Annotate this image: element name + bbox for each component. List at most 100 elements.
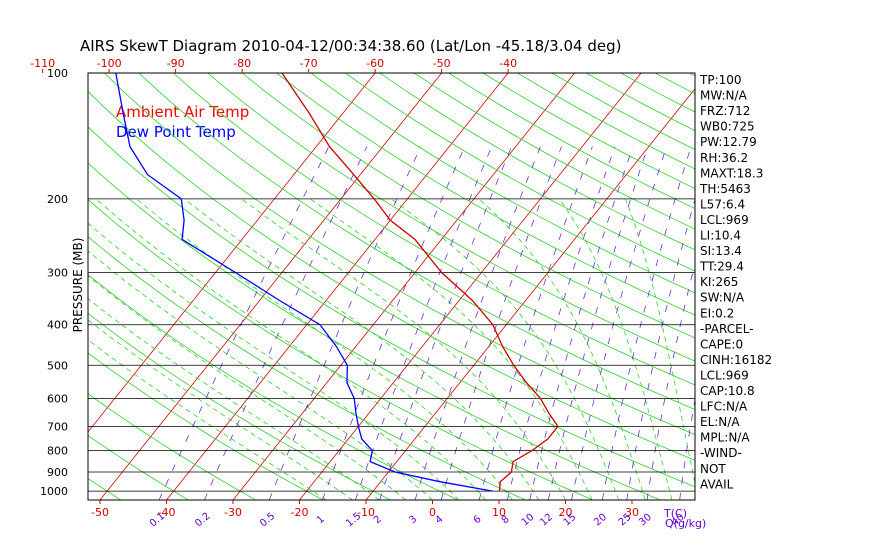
index-label: TP:100 bbox=[699, 73, 742, 87]
isotherm-line bbox=[166, 73, 509, 500]
dry-adiabat-line bbox=[88, 90, 695, 461]
moist-adiabat-line bbox=[95, 198, 486, 500]
mixing-ratio-tick-label: 30 bbox=[637, 512, 654, 529]
dry-adiabat-line bbox=[345, 73, 695, 272]
dry-adiabat-line bbox=[310, 73, 695, 294]
mixing-ratio-tick-label: 1 bbox=[315, 514, 327, 527]
mixing-ratio-tick-label: 8 bbox=[500, 514, 512, 527]
index-label: -WIND- bbox=[700, 446, 742, 460]
moist-adiabat-line bbox=[390, 198, 620, 500]
pressure-tick-label: 300 bbox=[47, 267, 68, 280]
dry-adiabat-line bbox=[88, 126, 695, 488]
dry-adiabat-line bbox=[654, 73, 695, 95]
bottom-temp-tick-label: -20 bbox=[291, 506, 309, 519]
dry-adiabat-line bbox=[88, 274, 459, 500]
index-label: CAPE:0 bbox=[700, 337, 743, 351]
moist-adiabat-line bbox=[88, 298, 380, 500]
dry-adiabat-line bbox=[207, 73, 695, 362]
top-temp-tick-label: -100 bbox=[97, 57, 122, 70]
index-label: L57:6.4 bbox=[700, 197, 745, 211]
dry-adiabat-line bbox=[138, 73, 695, 410]
moist-adiabat-line bbox=[478, 198, 646, 500]
index-label: TT:29.4 bbox=[699, 260, 744, 274]
dry-adiabat-line bbox=[88, 312, 391, 500]
bottom-temp-tick-label: -50 bbox=[91, 506, 109, 519]
mixing-ratio-line bbox=[158, 146, 330, 500]
index-label: KI:265 bbox=[700, 275, 738, 289]
index-label: RH:36.2 bbox=[700, 151, 748, 165]
mixing-ratio-line bbox=[322, 146, 466, 500]
pressure-tick-label: 600 bbox=[47, 392, 68, 405]
index-label: -PARCEL- bbox=[700, 322, 754, 336]
mixing-ratio-unit-label: Q(g/kg) bbox=[665, 517, 706, 530]
index-label: MW:N/A bbox=[700, 89, 748, 103]
isotherm-line bbox=[99, 73, 442, 500]
dry-adiabat-line bbox=[88, 162, 661, 500]
mixing-ratio-line bbox=[529, 146, 634, 500]
index-label: LCL:969 bbox=[700, 213, 749, 227]
dry-adiabat-line bbox=[88, 236, 526, 500]
top-temp-tick-label: -40 bbox=[499, 57, 517, 70]
index-label: SI:13.4 bbox=[700, 244, 742, 258]
isotherm-line bbox=[299, 73, 642, 500]
moist-adiabat-line bbox=[88, 275, 407, 500]
dry-adiabat-line bbox=[104, 73, 695, 436]
pressure-tick-label: 1000 bbox=[40, 485, 68, 498]
top-temp-tick-label: -110 bbox=[30, 57, 55, 70]
dry-adiabat-line bbox=[88, 352, 324, 500]
index-label: EL:N/A bbox=[700, 415, 740, 429]
bottom-temp-tick-label: 0 bbox=[429, 506, 436, 519]
moist-adiabat-line bbox=[241, 198, 566, 500]
dry-adiabat-line bbox=[827, 73, 870, 500]
index-label: LFC:N/A bbox=[700, 400, 748, 414]
index-label: TH:5463 bbox=[699, 182, 751, 196]
plot-frame bbox=[87, 72, 696, 501]
top-temp-tick-label: -70 bbox=[300, 57, 318, 70]
dry-adiabat-line bbox=[241, 73, 695, 339]
dry-adiabat-line bbox=[758, 73, 870, 500]
dry-adiabat-line bbox=[0, 73, 53, 500]
mixing-ratio-line bbox=[268, 146, 422, 500]
pressure-tick-label: 400 bbox=[47, 319, 68, 332]
top-temp-tick-label: -90 bbox=[167, 57, 185, 70]
index-label: LCL:969 bbox=[700, 368, 749, 382]
y-axis-label: PRESSURE (MB) bbox=[71, 238, 85, 333]
moist-adiabat-line bbox=[559, 198, 673, 500]
pressure-tick-label: 900 bbox=[47, 466, 68, 479]
dew-point-temp-line bbox=[115, 73, 493, 492]
mixing-ratio-tick-label: 4 bbox=[434, 514, 446, 527]
dry-adiabat-line bbox=[276, 73, 695, 316]
dry-adiabat-line bbox=[88, 393, 256, 500]
index-label: CAP:10.8 bbox=[700, 384, 755, 398]
ambient-air-temp-line bbox=[281, 73, 559, 492]
legend-dew-point-temp: Dew Point Temp bbox=[116, 123, 236, 141]
pressure-tick-label: 700 bbox=[47, 420, 68, 433]
top-temp-tick-label: -80 bbox=[233, 57, 251, 70]
mixing-ratio-tick-label: 2 bbox=[372, 514, 384, 527]
mixing-ratio-line bbox=[547, 146, 649, 500]
chart-title: AIRS SkewT Diagram 2010-04-12/00:34:38.6… bbox=[80, 37, 621, 55]
mixing-ratio-tick-label: 0.5 bbox=[258, 511, 277, 530]
mixing-ratio-tick-label: 20 bbox=[592, 512, 609, 529]
mixing-ratio-tick-label: 0.2 bbox=[193, 511, 212, 530]
moist-adiabat-line bbox=[309, 198, 593, 500]
bottom-temp-tick-label: 10 bbox=[492, 506, 506, 519]
bottom-temp-tick-label: -30 bbox=[224, 506, 242, 519]
mixing-ratio-line bbox=[626, 198, 695, 500]
dry-adiabat-line bbox=[379, 73, 695, 251]
index-label: AVAIL bbox=[700, 477, 734, 491]
dry-adiabat-line bbox=[88, 199, 594, 500]
moist-adiabat-line bbox=[88, 319, 353, 500]
index-label: CINH:16182 bbox=[700, 353, 772, 367]
isotherm-line bbox=[232, 73, 575, 500]
index-label: FRZ:712 bbox=[700, 104, 750, 118]
mixing-ratio-tick-label: 6 bbox=[472, 514, 484, 527]
mixing-ratio-line bbox=[601, 146, 692, 500]
bottom-temp-tick-label: 20 bbox=[559, 506, 573, 519]
bottom-temp-tick-label: 30 bbox=[625, 506, 639, 519]
mixing-ratio-tick-label: 3 bbox=[407, 514, 419, 527]
bottom-temp-tick-label: -40 bbox=[158, 506, 176, 519]
index-label: MAXT:18.3 bbox=[700, 166, 763, 180]
